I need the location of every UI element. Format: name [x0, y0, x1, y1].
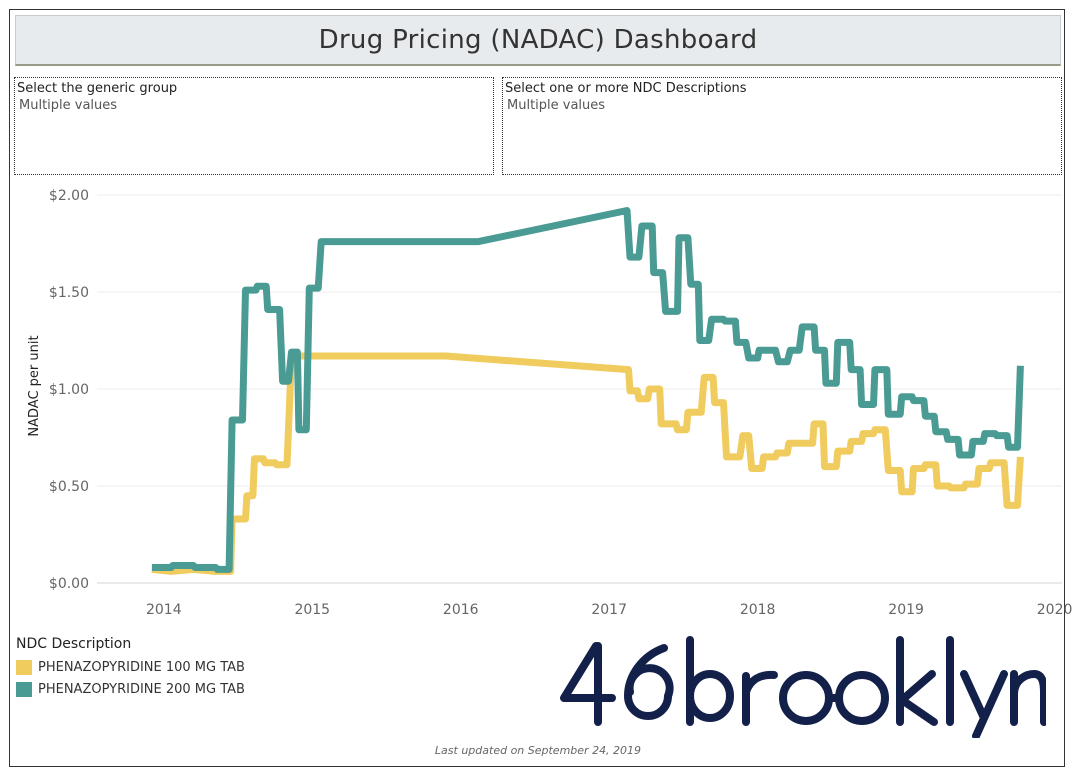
last-updated-note: Last updated on September 24, 2019 — [434, 744, 642, 757]
legend-item-200mg[interactable]: PHENAZOPYRIDINE 200 MG TAB — [16, 678, 245, 700]
y-tick-label: $0.50 — [49, 479, 89, 495]
series-line-200mg[interactable] — [151, 207, 1024, 573]
x-tick-label: 2019 — [888, 602, 924, 618]
dashboard-frame — [9, 9, 1065, 767]
x-tick-label: 2015 — [294, 602, 330, 618]
filter-ndc-descriptions-label: Select one or more NDC Descriptions — [505, 81, 747, 96]
x-tick-label: 2020 — [1037, 602, 1073, 618]
y-tick-label: $0.00 — [49, 576, 89, 592]
legend-label-100mg: PHENAZOPYRIDINE 100 MG TAB — [38, 659, 245, 675]
legend-item-100mg[interactable]: PHENAZOPYRIDINE 100 MG TAB — [16, 656, 245, 678]
filter-generic-group-value[interactable]: Multiple values — [19, 98, 118, 113]
filter-ndc-descriptions[interactable]: Select one or more NDC Descriptions Mult… — [502, 77, 1062, 175]
legend-swatch-200mg — [16, 681, 32, 697]
brand-logo — [560, 636, 1046, 738]
legend-label-200mg: PHENAZOPYRIDINE 200 MG TAB — [38, 681, 245, 697]
x-tick-label: 2016 — [443, 602, 479, 618]
x-axis-ticks: 2014 2015 2016 2017 2018 2019 2020 — [146, 602, 1072, 618]
x-tick-label: 2018 — [740, 602, 776, 618]
y-axis-ticks: $0.00 $0.50 $1.00 $1.50 $2.00 — [49, 188, 89, 592]
y-tick-label: $2.00 — [49, 188, 89, 204]
filter-generic-group[interactable]: Select the generic group Multiple values — [14, 77, 494, 175]
series-line-100mg[interactable] — [151, 352, 1024, 575]
dashboard-title-bar: Drug Pricing (NADAC) Dashboard — [15, 15, 1061, 66]
legend-title: NDC Description — [16, 636, 132, 652]
y-tick-label: $1.50 — [49, 285, 89, 301]
filter-ndc-descriptions-value[interactable]: Multiple values — [507, 98, 606, 113]
y-tick-label: $1.00 — [49, 382, 89, 398]
x-tick-label: 2014 — [146, 602, 182, 618]
x-tick-label: 2017 — [591, 602, 627, 618]
chart-series — [151, 207, 1024, 575]
nadac-line-chart: $0.00$0.50$1.00$1.50$2.00 2014 2015 2016 20… — [27, 188, 1072, 618]
legend-swatch-100mg — [16, 659, 32, 675]
legend: NDC Description PHENAZOPYRIDINE 100 MG T… — [16, 636, 245, 700]
y-axis-label: NADAC per unit — [27, 335, 42, 436]
page-title: Drug Pricing (NADAC) Dashboard — [318, 25, 758, 55]
filter-generic-group-label: Select the generic group — [17, 81, 178, 96]
